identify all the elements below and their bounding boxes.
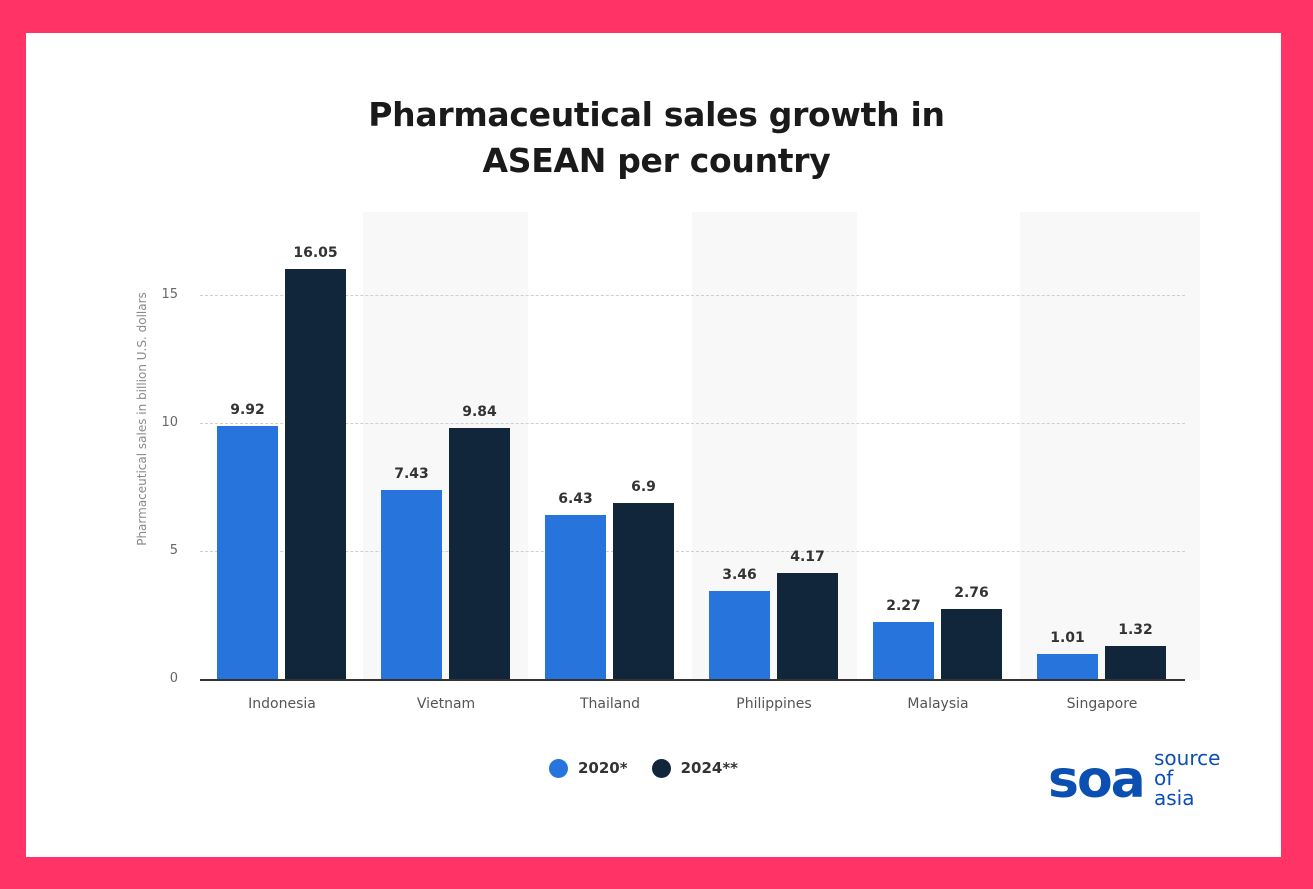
bar-singapore-2020[interactable] <box>1037 654 1098 680</box>
value-label: 9.92 <box>230 402 265 418</box>
logo-line-3: asia <box>1154 786 1195 810</box>
bar-singapore-2024[interactable] <box>1105 646 1166 680</box>
gridline-5 <box>200 551 1185 552</box>
x-axis-line <box>200 679 1185 681</box>
gridline-15 <box>200 295 1185 296</box>
logo-line-1: source <box>1154 746 1221 770</box>
title-line-1: Pharmaceutical sales growth in <box>368 95 945 134</box>
y-tick-5: 5 <box>169 543 178 558</box>
bar-malaysia-2020[interactable] <box>873 622 934 680</box>
legend-dot-2024-icon <box>651 758 671 778</box>
value-label: 2.27 <box>886 598 921 614</box>
bar-philippines-2020[interactable] <box>709 591 770 680</box>
y-tick-15: 15 <box>161 287 178 302</box>
x-label-thailand: Thailand <box>579 696 641 712</box>
value-label: 6.43 <box>558 491 593 507</box>
legend-item-2024[interactable]: 2024** <box>651 758 739 778</box>
bar-indonesia-2020[interactable] <box>217 426 278 680</box>
x-label-malaysia: Malaysia <box>907 696 969 712</box>
y-tick-10: 10 <box>161 415 178 430</box>
value-label: 1.01 <box>1050 630 1085 646</box>
bar-vietnam-2020[interactable] <box>381 490 442 680</box>
logo-wordmark: source of asia <box>1154 748 1220 808</box>
source-of-asia-logo: soa source of asia <box>1048 748 1238 818</box>
value-label: 2.76 <box>954 585 989 601</box>
value-label: 7.43 <box>394 466 429 482</box>
logo-line-2: of <box>1154 766 1174 790</box>
value-label: 4.17 <box>790 549 825 565</box>
x-label-singapore: Singapore <box>1066 696 1138 712</box>
title-line-2: ASEAN per country <box>482 141 831 180</box>
legend-label-2020: 2020* <box>578 759 628 777</box>
y-tick-0: 0 <box>169 671 178 686</box>
value-label: 3.46 <box>722 567 757 583</box>
bar-thailand-2020[interactable] <box>545 515 606 680</box>
bar-philippines-2024[interactable] <box>777 573 838 680</box>
x-label-indonesia: Indonesia <box>248 696 316 712</box>
value-label: 9.84 <box>462 404 497 420</box>
value-label: 16.05 <box>293 245 338 261</box>
bar-thailand-2024[interactable] <box>613 503 674 680</box>
legend-label-2024: 2024** <box>680 759 739 777</box>
soa-logo-mark-icon: soa <box>1048 750 1146 810</box>
gridline-10 <box>200 423 1185 424</box>
band-singapore <box>1020 212 1200 680</box>
bar-indonesia-2024[interactable] <box>285 269 346 680</box>
chart-title: Pharmaceutical sales growth in ASEAN per… <box>0 92 1313 184</box>
legend-dot-2020-icon <box>549 758 568 778</box>
legend: 2020* 2024** <box>549 756 762 780</box>
bar-malaysia-2024[interactable] <box>941 609 1002 680</box>
x-label-vietnam: Vietnam <box>416 696 476 712</box>
legend-item-2020[interactable]: 2020* <box>549 758 628 778</box>
x-label-philippines: Philippines <box>736 696 812 712</box>
bar-vietnam-2024[interactable] <box>449 428 510 680</box>
value-label: 6.9 <box>631 479 656 495</box>
y-axis-label: Pharmaceutical sales in billion U.S. dol… <box>135 292 149 546</box>
value-label: 1.32 <box>1118 622 1153 638</box>
